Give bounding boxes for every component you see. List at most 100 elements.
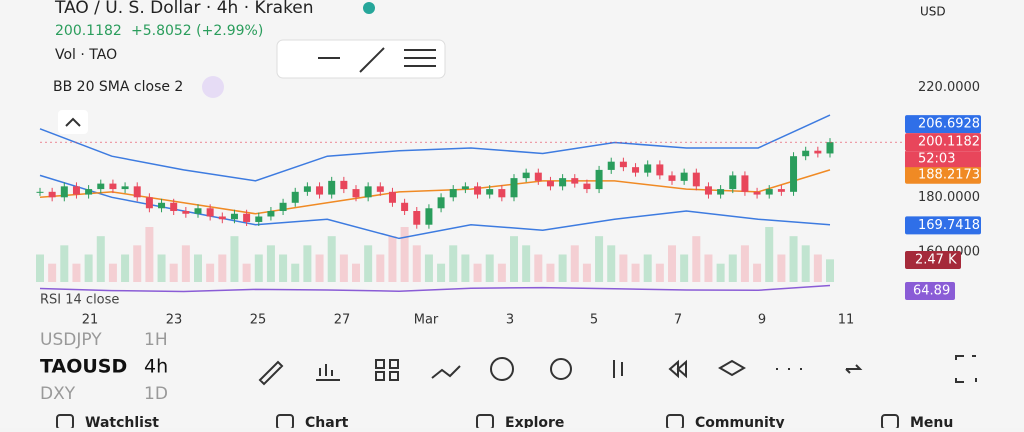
nav-label[interactable]: Community	[695, 415, 785, 431]
candle-body	[522, 172, 530, 179]
candle-body	[170, 202, 178, 212]
watchlist-symbol[interactable]: TAOUSD	[40, 356, 127, 378]
nav-label[interactable]: Menu	[910, 415, 953, 431]
x-tick-label: 11	[838, 313, 855, 328]
nav-label[interactable]: Watchlist	[85, 415, 159, 431]
volume-bar	[461, 254, 470, 282]
candle-body	[656, 164, 664, 176]
volume-bar	[145, 227, 154, 282]
watchlist-interval[interactable]: 1H	[144, 330, 168, 350]
watchlist-symbol[interactable]: DXY	[40, 384, 76, 404]
volume-bar	[497, 263, 506, 282]
drawing-toolbar	[276, 39, 446, 79]
volume-bar	[449, 245, 458, 282]
x-tick-label: Mar	[414, 313, 439, 328]
price-tag	[905, 216, 981, 235]
volume-bar	[376, 254, 385, 282]
volume-bar	[84, 254, 93, 282]
volume-tag	[905, 251, 961, 269]
alert-icon[interactable]	[550, 358, 572, 380]
volume-legend: Vol · TAO	[55, 47, 117, 63]
volume-bar	[412, 245, 421, 282]
candle-body	[717, 189, 725, 195]
volume-bar	[595, 236, 604, 282]
volume-bar	[364, 245, 373, 282]
nav-label[interactable]: Explore	[505, 415, 564, 431]
volume-bar	[291, 263, 300, 282]
candle-body	[267, 211, 275, 217]
price-tag-label: 169.7418	[918, 218, 980, 233]
volume-bar	[437, 263, 446, 282]
candle-body	[814, 150, 822, 154]
volume-bar	[570, 245, 579, 282]
candle-body	[619, 161, 627, 168]
x-tick-label: 5	[590, 313, 598, 328]
volume-bar	[242, 263, 251, 282]
candle-body	[158, 202, 166, 209]
volume-bar	[218, 254, 227, 282]
y-tick-label: 220.0000	[918, 80, 980, 95]
x-tick-label: 23	[166, 313, 183, 328]
volume-bar	[72, 263, 81, 282]
volume-bar	[303, 245, 312, 282]
volume-bar	[546, 263, 555, 282]
chart: 160.0000180.0000220.0000206.6928200.1182…	[36, 80, 981, 328]
volume-bar	[388, 236, 397, 282]
nav-label[interactable]: Chart	[305, 415, 349, 431]
volume-bar	[668, 245, 676, 282]
y-tick-label: 180.0000	[918, 190, 980, 205]
collapse-button[interactable]	[58, 110, 88, 134]
candle-body	[571, 178, 579, 184]
volume-bar	[400, 227, 409, 282]
bottom-toolbar-icons[interactable]	[258, 359, 461, 386]
candle-body	[486, 189, 494, 195]
candle-body	[352, 189, 360, 198]
candle-body	[36, 191, 44, 193]
candle-body	[194, 208, 202, 214]
bottom-nav: Watchlist Chart Explore Community Menu	[56, 414, 953, 431]
add-icon[interactable]	[490, 357, 514, 381]
candle-body	[376, 186, 384, 192]
x-tick-label: 3	[506, 313, 514, 328]
volume-bar	[692, 236, 701, 282]
indicator-icon[interactable]	[202, 76, 224, 98]
last-price: 200.1182	[55, 23, 122, 39]
price-tag	[905, 115, 981, 134]
candle-body	[449, 189, 457, 198]
volume-bar	[777, 254, 786, 282]
volume-bar	[801, 245, 810, 282]
watchlist-interval[interactable]: 1D	[144, 384, 168, 404]
toolbar-more-icons[interactable]	[613, 355, 977, 383]
x-tick-label: 25	[250, 313, 267, 328]
x-tick-label: 21	[82, 313, 99, 328]
candle-body	[559, 178, 567, 187]
candle-body	[255, 216, 263, 222]
candle-body	[474, 186, 482, 195]
candle-body	[704, 186, 712, 195]
price-tag-label: 206.6928	[918, 117, 980, 132]
volume-bar	[108, 263, 117, 282]
volume-bar	[339, 254, 348, 282]
currency[interactable]: USD	[920, 5, 946, 19]
watchlist-symbol[interactable]: USDJPY	[40, 330, 102, 350]
volume-bar	[424, 254, 433, 282]
volume-bar	[522, 245, 531, 282]
candle-body	[401, 202, 409, 212]
candle-body	[692, 172, 700, 187]
candle-body	[498, 189, 506, 198]
candle-body	[48, 191, 56, 198]
volume-bar	[181, 245, 190, 282]
volume-bar	[194, 254, 202, 282]
volume-bar	[789, 236, 798, 282]
toolbar-icons[interactable]	[318, 47, 436, 73]
candle-body	[753, 191, 761, 195]
volume-bar	[826, 259, 834, 282]
x-tick-label: 9	[758, 313, 766, 328]
candle-body	[218, 216, 226, 220]
candle-body	[461, 186, 469, 190]
watchlist-interval[interactable]: 4h	[144, 356, 168, 378]
volume-bar	[680, 254, 689, 282]
volume-bar	[60, 245, 69, 282]
candle-body	[741, 175, 749, 192]
